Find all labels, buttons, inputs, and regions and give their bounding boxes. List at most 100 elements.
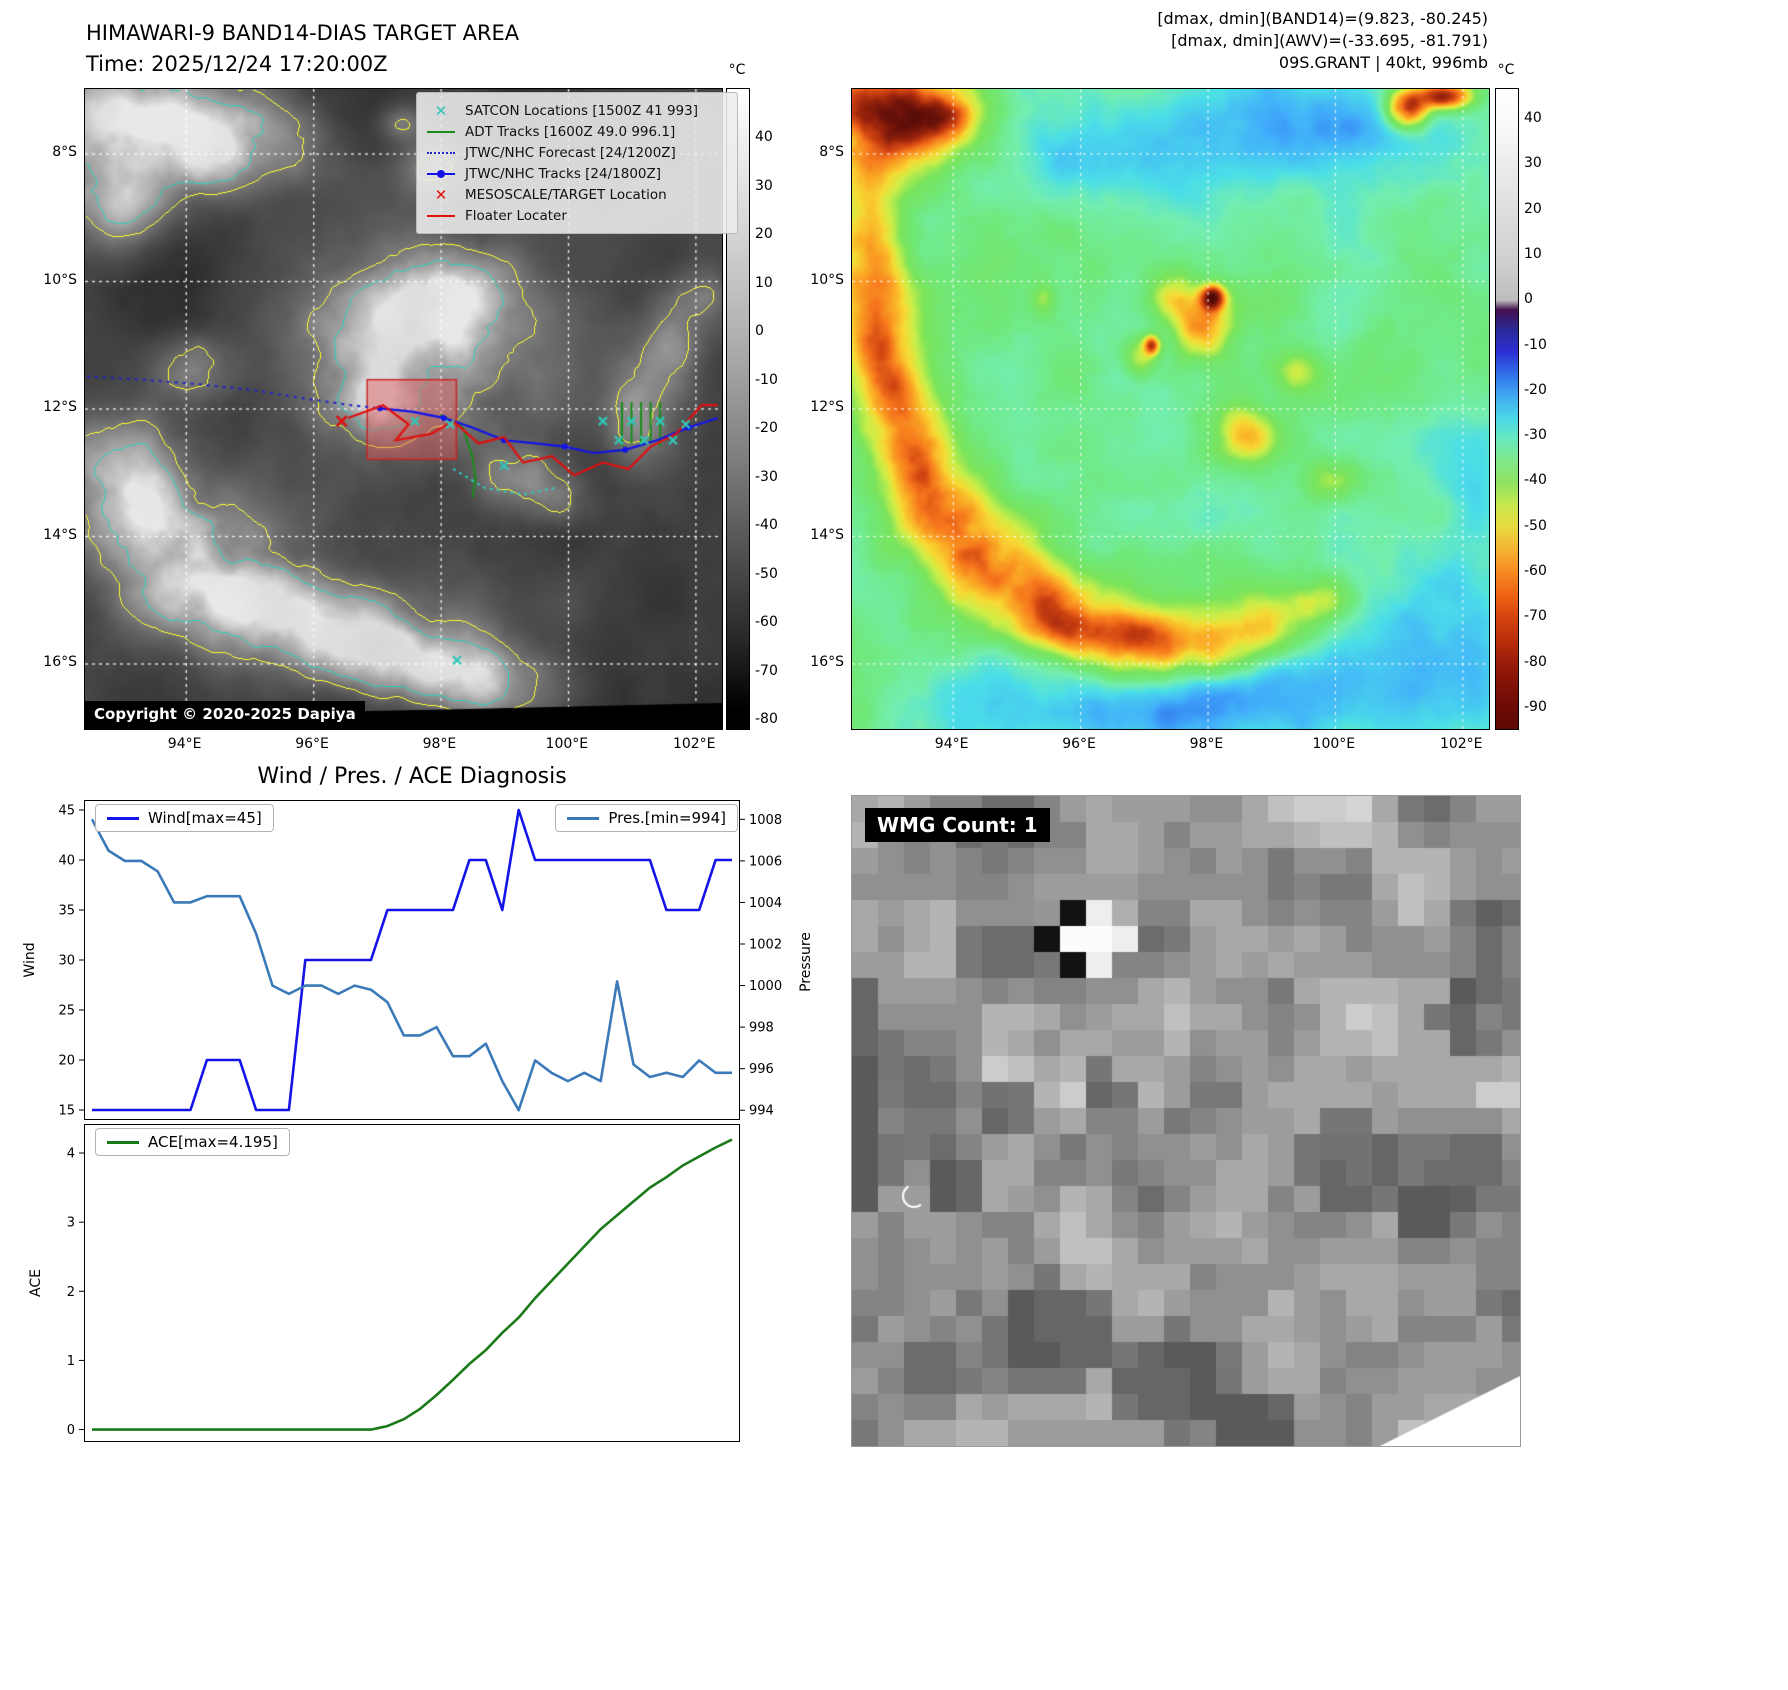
band14-x-tick-label: 100°E	[545, 736, 589, 752]
y-tick-label: 1006	[749, 854, 782, 869]
legend-item-forecast: JTWC/NHC Forecast [24/1200Z]	[426, 142, 728, 163]
copyright-label: Copyright © 2020-2025 Dapiya	[85, 701, 365, 728]
forecast-dotted-icon	[426, 151, 456, 154]
wmg-count-label: WMG Count: 1	[865, 808, 1050, 842]
awv-x-tick-label: 94°E	[934, 736, 969, 752]
legend-item-adt: ADT Tracks [1600Z 49.0 996.1]	[426, 121, 728, 142]
storm-id-label: 09S.GRANT | 40kt, 996mb	[1278, 53, 1488, 72]
legend-item-mesoscale: ✕ MESOSCALE/TARGET Location	[426, 184, 728, 205]
awv-y-tick-label: 16°S	[810, 654, 844, 671]
wind-legend: Wind[max=45]	[95, 804, 274, 832]
awv-map-canvas	[851, 88, 1490, 730]
awv-colorbar-tick-label: -30	[1524, 427, 1547, 444]
band14-colorbar-tick-label: -30	[755, 468, 778, 485]
legend-label: SATCON Locations [1500Z 41 993]	[465, 102, 698, 119]
awv-colorbar-tick-label: -50	[1524, 517, 1547, 534]
ace-axis-label: ACE	[28, 1269, 44, 1297]
band14-y-tick-label: 16°S	[43, 654, 77, 671]
awv-x-tick-label: 102°E	[1439, 736, 1483, 752]
awv-colorbar-unit: °C	[1497, 62, 1515, 78]
band14-colorbar-unit: °C	[728, 62, 746, 78]
header-info: [dmax, dmin](BAND14)=(9.823, -80.245) [d…	[1157, 8, 1488, 74]
y-tick-label: 996	[749, 1062, 774, 1077]
band14-y-tick-label: 14°S	[43, 526, 77, 543]
band14-title-line1: HIMAWARI-9 BAND14-DIAS TARGET AREA	[86, 21, 520, 45]
awv-colorbar-tick-label: -20	[1524, 381, 1547, 398]
band14-colorbar-tick-label: -60	[755, 614, 778, 630]
awv-x-tick-label: 98°E	[1189, 736, 1224, 752]
y-tick-label: 3	[67, 1216, 75, 1231]
awv-colorbar-tick-label: -40	[1524, 472, 1547, 489]
y-tick-label: 994	[749, 1104, 774, 1119]
wind-legend-label: Wind[max=45]	[148, 809, 262, 827]
y-tick-label: 45	[58, 804, 75, 819]
band14-x-tick-label: 96°E	[295, 736, 329, 752]
y-tick-label: 2	[67, 1285, 75, 1300]
pres-legend: Pres.[min=994]	[555, 804, 738, 832]
awv-y-tick-label: 10°S	[810, 271, 844, 288]
ace-chart: 0 1 2 3 4	[67, 1124, 740, 1442]
awv-colorbar-tick-label: 30	[1524, 155, 1542, 172]
band14-time-line: Time: 2025/12/24 17:20:00Z	[86, 52, 388, 76]
band14-colorbar-tick-label: 10	[755, 274, 773, 291]
legend-item-floater: Floater Locater	[426, 205, 728, 226]
band14-colorbar-tick-label: -40	[755, 517, 778, 533]
y-tick-label: 30	[58, 954, 75, 969]
legend-item-jtwc: JTWC/NHC Tracks [24/1800Z]	[426, 163, 728, 184]
y-tick-label: 15	[58, 1104, 75, 1119]
series-line-0	[92, 808, 732, 1112]
band14-x-tick-label: 94°E	[167, 736, 202, 752]
ace-line-icon	[107, 1140, 139, 1144]
y-tick-label: 20	[58, 1054, 75, 1069]
band14-y-tick-label: 10°S	[43, 271, 77, 288]
ace-legend-label: ACE[max=4.195]	[148, 1133, 278, 1151]
awv-colorbar-tick-label: -80	[1524, 653, 1547, 670]
band14-y-tick-label: 12°S	[43, 399, 77, 416]
band14-x-tick-label: 102°E	[672, 736, 716, 752]
band14-x-tick-label: 98°E	[422, 736, 457, 752]
floater-line-icon	[426, 214, 456, 217]
band14-colorbar-tick-label: -80	[755, 711, 778, 727]
wind-line-icon	[107, 816, 139, 820]
y-tick-label: 1004	[749, 896, 782, 911]
awv-y-tick-label: 8°S	[819, 144, 844, 161]
series-line-1	[90, 818, 732, 1112]
band14-legend: ✕ SATCON Locations [1500Z 41 993] ADT Tr…	[416, 92, 738, 234]
plot-frame	[84, 800, 740, 1120]
awv-colorbar-tick-label: 20	[1524, 200, 1542, 217]
y-tick-label: 1002	[749, 938, 782, 953]
legend-label: ADT Tracks [1600Z 49.0 996.1]	[465, 123, 676, 140]
pressure-axis-label: Pressure	[798, 932, 814, 992]
y-tick-label: 1	[67, 1354, 75, 1369]
band14-colorbar-tick-label: 0	[755, 323, 764, 339]
chart-title: Wind / Pres. / ACE Diagnosis	[257, 764, 567, 789]
awv-y-tick-label: 14°S	[810, 526, 844, 543]
awv-colorbar	[1495, 88, 1519, 730]
legend-label: MESOSCALE/TARGET Location	[465, 186, 667, 203]
y-tick-label: 1000	[749, 979, 782, 994]
y-tick-label: 25	[58, 1004, 75, 1019]
band14-y-tick-label: 8°S	[52, 144, 77, 161]
dmax-dmin-awv-label: [dmax, dmin](AWV)=(-33.695, -81.791)	[1171, 31, 1488, 50]
series-line-0	[92, 1138, 733, 1431]
awv-colorbar-tick-label: -10	[1524, 336, 1547, 353]
legend-label: JTWC/NHC Forecast [24/1200Z]	[465, 144, 676, 161]
legend-label: Floater Locater	[465, 207, 567, 224]
band14-colorbar-tick-label: -20	[755, 420, 778, 436]
y-tick-label: 0	[67, 1423, 75, 1438]
satcon-x-icon: ✕	[434, 101, 448, 120]
legend-label: JTWC/NHC Tracks [24/1800Z]	[465, 165, 662, 182]
band14-colorbar-tick-label: -50	[755, 565, 778, 582]
band14-colorbar-tick-label: -10	[755, 371, 778, 388]
wind-pressure-chart: 15 20 25 30 35 40 45 994 996 998 1000 1002 1004 1006 1…	[58, 800, 782, 1120]
band14-colorbar-tick-label: 30	[755, 177, 773, 194]
wmg-image-canvas	[851, 795, 1521, 1447]
awv-y-tick-label: 12°S	[810, 399, 844, 416]
band14-colorbar-tick-label: 20	[755, 226, 773, 242]
wind-axis-label: Wind	[22, 942, 38, 978]
awv-x-tick-label: 100°E	[1312, 736, 1356, 752]
y-tick-label: 4	[67, 1147, 75, 1162]
awv-x-tick-label: 96°E	[1062, 736, 1096, 752]
band14-colorbar-tick-label: -70	[755, 662, 778, 679]
